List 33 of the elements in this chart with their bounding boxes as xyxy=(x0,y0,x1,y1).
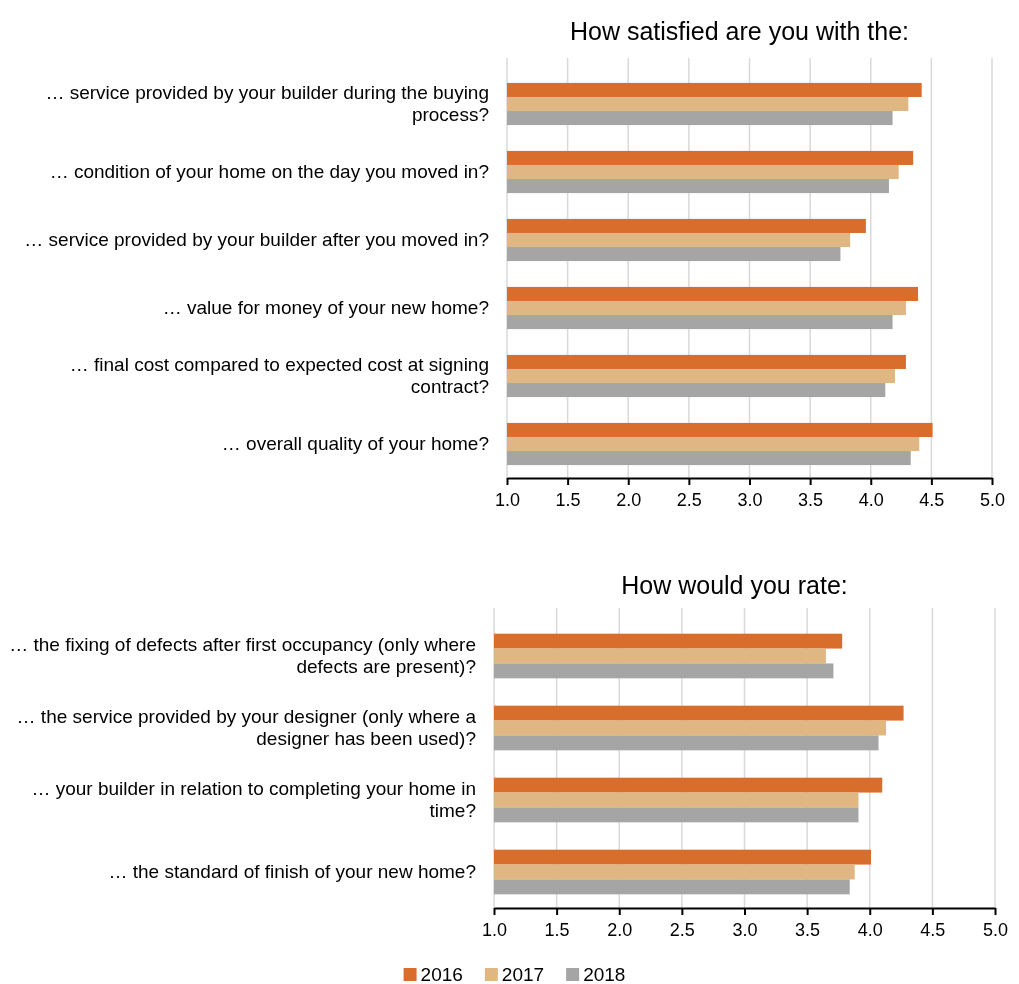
x-tick-label: 2.5 xyxy=(669,920,695,940)
x-tick-label: 2.5 xyxy=(676,490,702,510)
chart-title: How satisfied are you with the: xyxy=(569,17,910,45)
x-tick-label: 1.5 xyxy=(555,490,581,510)
chart-title: How would you rate: xyxy=(621,571,848,599)
x-tick-label: 4.0 xyxy=(858,490,884,510)
x-tick-label: 3.5 xyxy=(795,920,821,940)
x-tick-label: 4.5 xyxy=(919,490,945,510)
x-tick-label: 2.0 xyxy=(607,920,633,940)
y-tick-label: … the standard of finish of your new home? xyxy=(108,861,476,882)
y-tick-label: … final cost compared to expected cost at signing contract? xyxy=(69,354,489,397)
legend-label: 2018 xyxy=(583,964,626,984)
y-tick-label: … service provided by your builder during the buying process? xyxy=(45,82,489,125)
x-tick-label: 3.0 xyxy=(737,490,763,510)
y-tick-label: … value for money of your new home? xyxy=(162,297,489,318)
x-tick-label: 2.0 xyxy=(616,490,642,510)
legend-label: 2016 xyxy=(420,964,463,984)
x-tick-label: 1.5 xyxy=(544,920,570,940)
x-tick-label: 1.0 xyxy=(494,490,521,510)
y-tick-label: … your builder in relation to completing your home in time? xyxy=(31,778,476,821)
y-tick-label: … condition of your home on the day you moved in? xyxy=(49,161,489,182)
y-tick-label: … the fixing of defects after first occupancy (only where defects are present)? xyxy=(9,634,476,677)
y-tick-label: … overall quality of your home? xyxy=(221,433,489,454)
x-tick-label: 1.0 xyxy=(481,920,508,940)
legend-label: 2017 xyxy=(501,964,545,984)
y-tick-label: … service provided by your builder after you moved in? xyxy=(24,229,489,250)
y-tick-label: … the service provided by your designer (only where a designer has been used)? xyxy=(16,706,477,749)
x-tick-label: 4.5 xyxy=(920,920,946,940)
x-tick-label: 3.5 xyxy=(798,490,824,510)
x-tick-label: 4.0 xyxy=(857,920,883,940)
x-tick-label: 5.0 xyxy=(979,490,1006,510)
x-tick-label: 3.0 xyxy=(732,920,758,940)
x-tick-label: 5.0 xyxy=(982,920,1009,940)
